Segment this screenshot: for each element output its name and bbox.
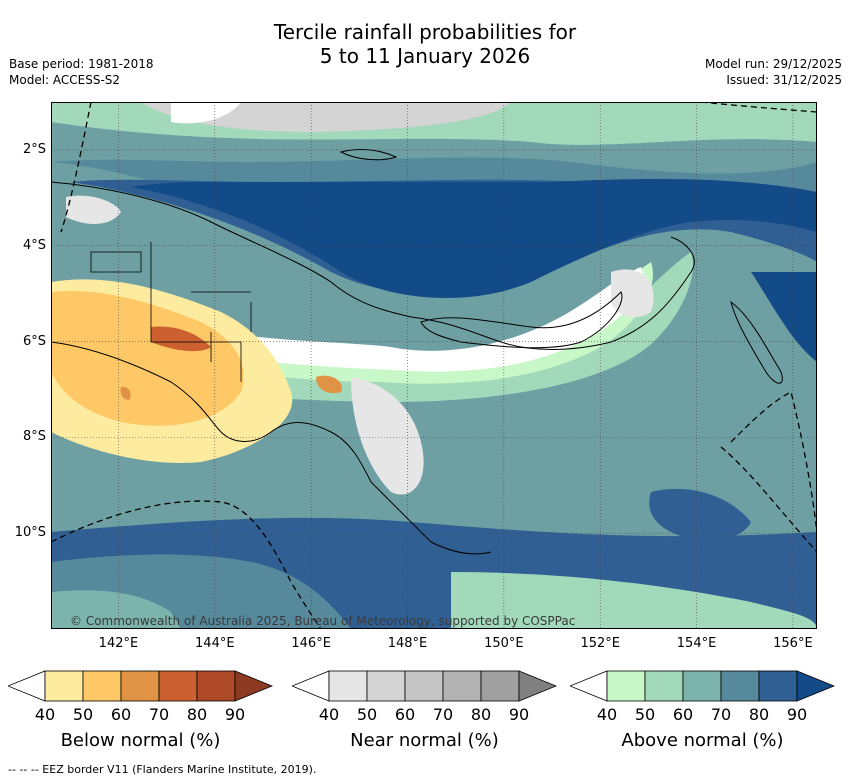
- longitude-label: 148°E: [387, 636, 428, 651]
- colorbar-extend-high: [234, 670, 273, 702]
- colorbar-above-normal: [570, 670, 835, 702]
- map-title: Tercile rainfall probabilities for 5 to …: [0, 20, 850, 68]
- colorbar-swatch: [480, 670, 520, 702]
- graticule: [51, 102, 817, 629]
- colorbar-extend-low: [570, 670, 608, 702]
- colorbar-swatch: [44, 670, 84, 702]
- colorbar-swatch: [196, 670, 236, 702]
- band-above-east: [751, 272, 817, 362]
- issued-date: Issued: 31/12/2025: [726, 73, 842, 87]
- colorbar-tick-label: 90: [224, 705, 246, 724]
- longitude-label: 152°E: [580, 636, 620, 651]
- latitude-label: 6°S: [22, 333, 46, 349]
- latitude-label: 8°S: [22, 429, 46, 445]
- colorbar-tick-label: 70: [148, 705, 170, 724]
- colorbar-swatch: [158, 670, 198, 702]
- base-period: Base period: 1981-2018: [9, 57, 154, 71]
- colorbar-tick-label: 40: [318, 705, 340, 724]
- coastline-bougainville: [730, 300, 783, 384]
- near-normal-newbritain: [611, 269, 654, 318]
- colorbar-tick-label: 90: [508, 705, 530, 724]
- colorbar-title-near: Near normal (%): [350, 730, 499, 751]
- coastline-north: [51, 181, 695, 350]
- below-normal-60-east: [316, 375, 342, 394]
- colorbar-swatch: [120, 670, 160, 702]
- longitude-label: 144°E: [195, 636, 235, 651]
- colorbar-swatch: [606, 670, 646, 702]
- colorbar-near-normal: [292, 670, 557, 702]
- coastline-manus: [339, 149, 398, 161]
- colorbar-tick-label: 90: [786, 705, 808, 724]
- map-panel: [51, 102, 817, 629]
- colorbar-tick-label: 40: [34, 705, 56, 724]
- below-normal-50: [51, 291, 244, 426]
- latitude-label: 10°S: [14, 525, 46, 541]
- map-svg: [51, 102, 817, 629]
- latitude-label: 2°S: [22, 141, 46, 157]
- eez-footnote: -- -- -- EEZ border V11 (Flanders Marine…: [8, 763, 317, 776]
- copyright-note: © Commonwealth of Australia 2025, Bureau…: [70, 614, 576, 628]
- province-borders: [90, 242, 252, 382]
- colorbar-tick-label: 70: [710, 705, 732, 724]
- colorbar-swatch: [404, 670, 444, 702]
- near-normal-west: [66, 195, 121, 224]
- colorbar-tick-label: 80: [470, 705, 492, 724]
- longitude-label: 156°E: [773, 636, 813, 651]
- coastline-newbritain: [420, 291, 623, 349]
- colorbar-extend-low: [292, 670, 330, 702]
- near-normal-east-png: [351, 377, 424, 495]
- colorbar-tick-label: 50: [356, 705, 378, 724]
- above-80-solomon-sea: [649, 488, 751, 541]
- eez-border-ne: [700, 102, 817, 113]
- longitude-label: 154°E: [676, 636, 717, 651]
- colorbar-tick-label: 40: [596, 705, 618, 724]
- colorbar-swatch: [758, 670, 798, 702]
- model-name: Model: ACCESS-S2: [9, 73, 121, 87]
- band-north-white: [171, 102, 241, 124]
- colorbar-tick-label: 60: [394, 705, 416, 724]
- longitude-label: 150°E: [484, 636, 524, 651]
- eez-border-east: [720, 391, 817, 553]
- colorbar-swatch: [82, 670, 122, 702]
- colorbar-title-below: Below normal (%): [60, 730, 221, 751]
- colorbar-extend-high: [796, 670, 835, 702]
- meta-right: Model run: 29/12/2025 Issued: 31/12/2025: [705, 56, 842, 88]
- colorbar-tick-label: 70: [432, 705, 454, 724]
- colorbar-title-above: Above normal (%): [621, 730, 784, 751]
- band-above-90b: [131, 179, 817, 299]
- title-line-2: 5 to 11 January 2026: [319, 44, 531, 68]
- eez-border-south: [51, 500, 322, 629]
- model-run: Model run: 29/12/2025: [704, 57, 842, 71]
- longitude-label: 142°E: [98, 636, 139, 651]
- eez-border-nw: [60, 102, 92, 233]
- colorbar-tick-label: 50: [634, 705, 656, 724]
- colorbar-swatch: [328, 670, 368, 702]
- colorbar-swatch: [366, 670, 406, 702]
- colorbar-extend-low: [8, 670, 46, 702]
- colorbar-tick-label: 80: [748, 705, 770, 724]
- latitude-label: 4°S: [22, 237, 46, 253]
- colorbar-tick-label: 80: [186, 705, 208, 724]
- white-zone-central: [221, 267, 643, 372]
- map-frame: [51, 102, 817, 629]
- below-normal-60: [120, 386, 131, 400]
- title-line-1: Tercile rainfall probabilities for: [273, 20, 577, 44]
- colorbar-extend-high: [518, 670, 557, 702]
- colorbar-tick-label: 50: [72, 705, 94, 724]
- colorbar-tick-label: 60: [110, 705, 132, 724]
- colorbar-swatch: [442, 670, 482, 702]
- band-south-60: [51, 590, 181, 629]
- coastline-south: [51, 341, 492, 555]
- band-south-east-50: [451, 572, 817, 629]
- colorbar-tick-label: 60: [672, 705, 694, 724]
- meta-left: Base period: 1981-2018 Model: ACCESS-S2: [9, 56, 154, 88]
- colorbar-swatch: [644, 670, 684, 702]
- below-normal-70: [151, 326, 211, 352]
- colorbar-swatch: [682, 670, 722, 702]
- colorbar-below-normal: [8, 670, 273, 702]
- colorbar-swatch: [720, 670, 760, 702]
- longitude-label: 146°E: [291, 636, 331, 651]
